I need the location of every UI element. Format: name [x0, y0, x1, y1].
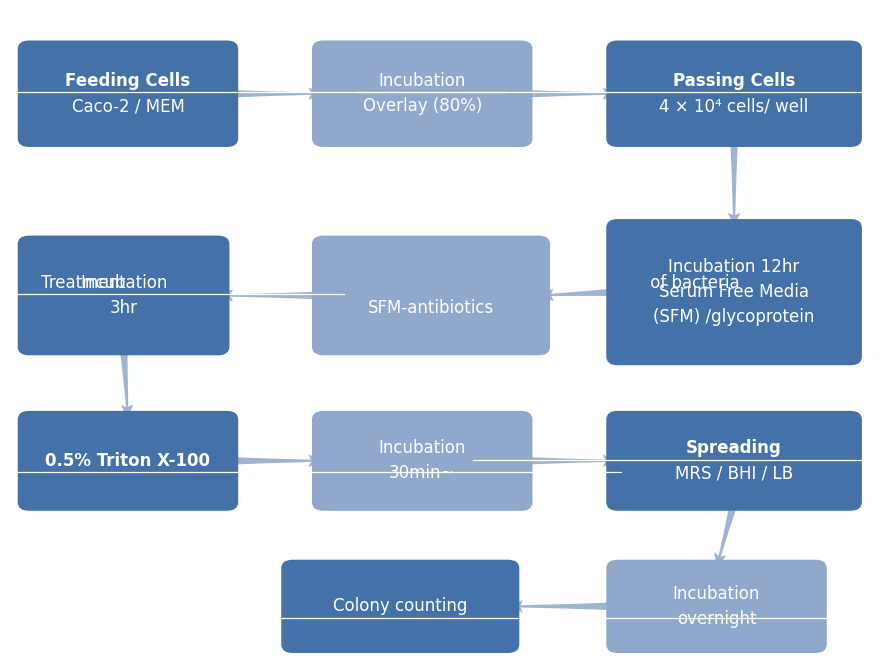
FancyBboxPatch shape	[18, 41, 238, 147]
Text: Colony counting: Colony counting	[333, 598, 468, 616]
Text: (SFM) /glycoprotein: (SFM) /glycoprotein	[653, 308, 815, 326]
FancyBboxPatch shape	[18, 411, 238, 511]
Text: Incubation: Incubation	[378, 440, 466, 458]
Text: Incubation: Incubation	[80, 274, 167, 292]
Text: MRS / BHI / LB: MRS / BHI / LB	[675, 464, 793, 482]
Text: Incubation: Incubation	[378, 72, 466, 90]
Text: 30min~: 30min~	[389, 464, 455, 482]
FancyBboxPatch shape	[606, 219, 862, 366]
FancyBboxPatch shape	[312, 41, 532, 147]
Text: 3hr: 3hr	[110, 299, 138, 317]
Text: Passing Cells: Passing Cells	[673, 72, 796, 90]
FancyBboxPatch shape	[312, 235, 550, 356]
Text: overnight: overnight	[677, 610, 757, 628]
FancyBboxPatch shape	[281, 560, 519, 653]
Text: Caco-2 / MEM: Caco-2 / MEM	[72, 97, 185, 115]
Text: 4 × 10⁴ cells/ well: 4 × 10⁴ cells/ well	[659, 97, 809, 115]
Text: Serum Free Media: Serum Free Media	[659, 283, 809, 301]
FancyBboxPatch shape	[312, 411, 532, 511]
FancyBboxPatch shape	[606, 41, 862, 147]
Text: Spreading: Spreading	[686, 440, 782, 458]
Text: of bacteria: of bacteria	[644, 274, 739, 292]
Text: 0.5% Triton X-100: 0.5% Triton X-100	[45, 452, 210, 470]
Text: Incubation: Incubation	[673, 585, 760, 603]
Text: Incubation 12hr: Incubation 12hr	[668, 258, 800, 276]
Text: Treatment: Treatment	[41, 274, 126, 292]
FancyBboxPatch shape	[606, 560, 827, 653]
Text: Overlay (80%): Overlay (80%)	[362, 97, 482, 115]
FancyBboxPatch shape	[18, 235, 230, 356]
Text: Feeding Cells: Feeding Cells	[65, 72, 191, 90]
Text: SFM-antibiotics: SFM-antibiotics	[368, 299, 494, 317]
FancyBboxPatch shape	[606, 411, 862, 511]
